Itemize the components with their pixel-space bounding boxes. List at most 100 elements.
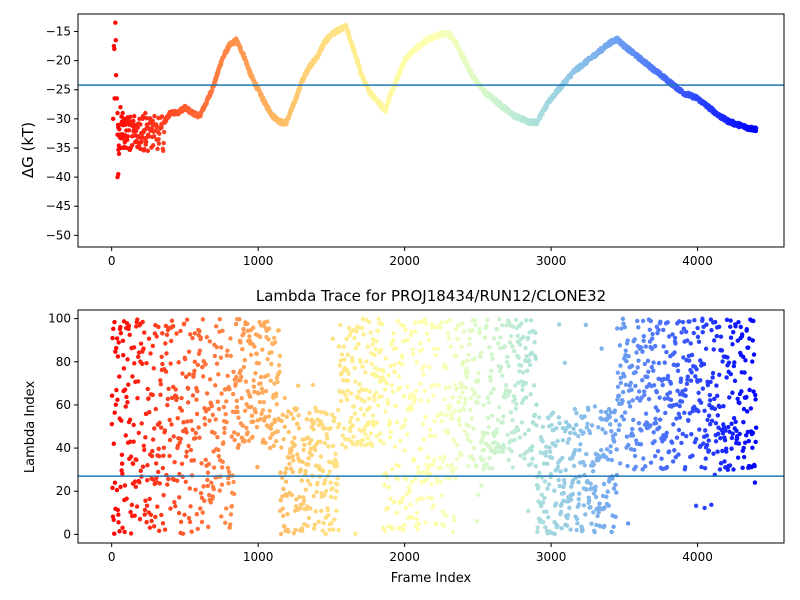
lambda-point bbox=[725, 355, 730, 360]
lambda-point bbox=[188, 332, 193, 337]
lambda-point bbox=[480, 430, 485, 435]
x-tick-label: 4000 bbox=[682, 550, 713, 564]
lambda-point bbox=[344, 336, 349, 342]
lambda-point bbox=[537, 415, 542, 420]
lambda-point bbox=[215, 399, 221, 404]
lambda-point bbox=[266, 414, 272, 419]
lambda-point bbox=[281, 486, 286, 492]
lambda-point bbox=[408, 502, 413, 507]
lambda-point bbox=[217, 488, 222, 493]
lambda-point bbox=[557, 421, 562, 426]
lambda-point bbox=[706, 413, 712, 418]
lambda-point bbox=[200, 317, 206, 322]
lambda-point bbox=[479, 483, 484, 488]
lambda-point bbox=[506, 319, 512, 324]
lambda-point bbox=[261, 437, 266, 443]
lambda-point bbox=[406, 484, 412, 490]
lambda-point bbox=[592, 404, 598, 409]
lambda-point bbox=[439, 493, 445, 498]
lambda-point bbox=[188, 418, 194, 424]
lambda-point bbox=[504, 359, 510, 365]
lambda-point bbox=[124, 496, 129, 501]
lambda-point bbox=[709, 418, 715, 423]
lambda-point bbox=[302, 442, 307, 447]
lambda-point bbox=[132, 361, 137, 366]
lambda-point bbox=[698, 400, 704, 405]
lambda-point bbox=[643, 411, 649, 416]
lambda-point bbox=[468, 439, 473, 445]
lambda-point bbox=[110, 335, 115, 341]
lambda-point bbox=[360, 316, 366, 322]
lambda-point bbox=[118, 484, 123, 490]
lambda-point bbox=[641, 338, 646, 343]
delta-g-point bbox=[116, 147, 121, 152]
lambda-point bbox=[581, 430, 586, 435]
lambda-point bbox=[335, 476, 340, 481]
lambda-point bbox=[444, 319, 449, 325]
lambda-point bbox=[486, 345, 492, 350]
lambda-point bbox=[199, 519, 205, 525]
lambda-point bbox=[457, 408, 462, 414]
lambda-point bbox=[321, 520, 326, 526]
lambda-point bbox=[221, 404, 227, 410]
lambda-point bbox=[253, 410, 258, 415]
lambda-point bbox=[139, 421, 144, 426]
lambda-point bbox=[147, 496, 152, 502]
lambda-point bbox=[456, 323, 461, 328]
lambda-point bbox=[601, 481, 607, 487]
lambda-point bbox=[314, 408, 319, 414]
lambda-point bbox=[225, 373, 230, 378]
lambda-point bbox=[352, 411, 358, 416]
lambda-point bbox=[327, 527, 332, 532]
lambda-point bbox=[713, 439, 719, 444]
y-tick-label: −35 bbox=[46, 141, 71, 155]
lambda-point bbox=[343, 392, 348, 398]
lambda-point bbox=[711, 347, 716, 352]
lambda-point bbox=[553, 443, 558, 448]
lambda-point bbox=[639, 395, 644, 400]
lambda-point bbox=[696, 390, 701, 396]
lambda-point bbox=[456, 400, 461, 405]
lambda-point bbox=[687, 358, 692, 363]
lambda-point bbox=[287, 461, 292, 467]
lambda-point bbox=[505, 354, 510, 360]
lambda-point bbox=[509, 438, 514, 443]
lambda-point bbox=[233, 381, 238, 387]
lambda-point bbox=[115, 397, 120, 403]
lambda-point bbox=[748, 376, 753, 381]
lambda-point bbox=[295, 452, 300, 457]
lambda-point bbox=[422, 363, 427, 369]
lambda-point bbox=[308, 446, 314, 451]
lambda-point bbox=[648, 423, 653, 428]
lambda-point bbox=[617, 343, 623, 348]
lambda-point bbox=[410, 347, 415, 352]
lambda-point bbox=[209, 403, 215, 409]
lambda-point bbox=[132, 479, 138, 484]
lambda-point bbox=[216, 406, 222, 412]
lambda-point bbox=[443, 385, 448, 391]
delta-g-point bbox=[113, 38, 118, 43]
lambda-point bbox=[334, 508, 339, 513]
lambda-point bbox=[339, 352, 345, 357]
lambda-point bbox=[709, 502, 714, 508]
lambda-point bbox=[228, 336, 233, 341]
lambda-point bbox=[397, 385, 403, 390]
lambda-point bbox=[729, 446, 734, 451]
delta-g-point bbox=[753, 125, 759, 131]
lambda-point bbox=[495, 417, 500, 423]
lambda-point bbox=[284, 493, 290, 499]
lambda-point bbox=[346, 437, 352, 442]
lambda-point bbox=[240, 423, 245, 428]
lambda-point bbox=[602, 505, 607, 510]
lambda-point bbox=[207, 492, 212, 498]
lambda-point bbox=[284, 414, 289, 420]
lambda-point bbox=[450, 529, 456, 534]
lambda-point bbox=[320, 422, 325, 428]
lambda-point bbox=[191, 372, 196, 377]
lambda-point bbox=[386, 372, 391, 378]
lambda-point bbox=[355, 417, 361, 422]
lambda-point bbox=[356, 395, 361, 400]
lambda-point bbox=[705, 379, 710, 385]
lambda-point bbox=[127, 332, 132, 338]
lambda-point bbox=[425, 454, 431, 460]
